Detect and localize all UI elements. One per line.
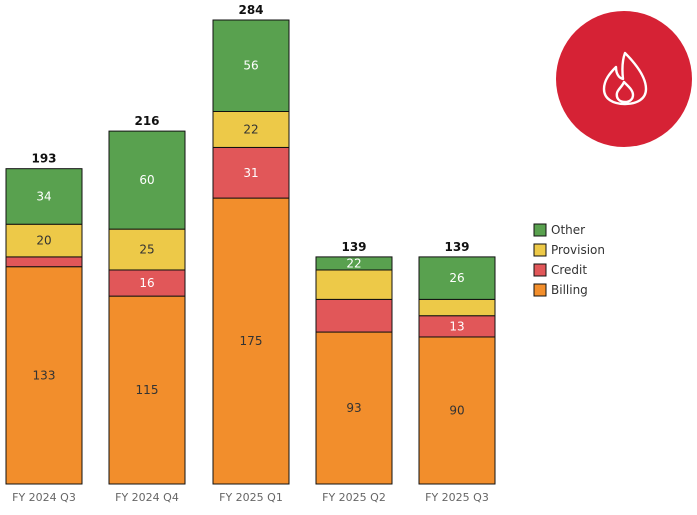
legend-label-provision: Provision: [551, 243, 605, 257]
x-tick-label-fy-2024-q3: FY 2024 Q3: [12, 491, 76, 504]
segment-label-other-fy-2025-q3: 26: [449, 271, 464, 285]
legend-swatch-other: [533, 223, 547, 237]
segment-label-billing-fy-2025-q1: 175: [240, 334, 263, 348]
legend-label-credit: Credit: [551, 263, 587, 277]
bar-segment-credit-fy-2024-q3: [5, 256, 83, 268]
bar-segment-other-fy-2024-q3: [5, 168, 83, 225]
segment-label-credit-fy-2025-q3: 13: [449, 319, 464, 333]
x-tick-label-fy-2025-q2: FY 2025 Q2: [322, 491, 386, 504]
total-label-fy-2025-q1: 284: [238, 3, 263, 17]
segment-label-credit-fy-2024-q4: 16: [139, 276, 154, 290]
segment-label-billing-fy-2024-q3: 133: [33, 368, 56, 382]
total-label-fy-2025-q2: 139: [341, 240, 366, 254]
legend: Other Provision Credit Billing: [533, 223, 605, 297]
x-axis-ticks: FY 2024 Q3 FY 2024 Q4 FY 2025 Q1 FY 2025 Q2…: [12, 491, 489, 504]
bar-segment-credit-fy-2025-q1: [212, 146, 290, 199]
total-label-fy-2024-q4: 216: [134, 114, 159, 128]
segment-label-provision-fy-2024-q3: 20: [36, 234, 51, 248]
bar-segment-provision-fy-2024-q3: [5, 223, 83, 258]
legend-swatch-billing: [533, 283, 547, 297]
bar-segment-other-fy-2025-q1: [212, 19, 290, 112]
segment-label-other-fy-2024-q4: 60: [139, 173, 154, 187]
segment-label-provision-fy-2024-q4: 25: [139, 243, 154, 257]
segment-label-provision-fy-2025-q1: 22: [243, 122, 258, 136]
bar-segment-other-fy-2025-q3: [418, 256, 496, 300]
legend-swatch-provision: [533, 243, 547, 257]
bar-segment-billing-fy-2024-q3: [5, 266, 83, 485]
legend-label-billing: Billing: [551, 283, 588, 297]
bar-segment-billing-fy-2025-q2: [315, 331, 393, 485]
flame-icon: [602, 51, 648, 106]
segment-label-other-fy-2025-q2: 22: [346, 256, 361, 270]
bar-segment-billing-fy-2024-q4: [108, 295, 186, 485]
flame-badge: [556, 11, 692, 147]
bar-segment-other-fy-2025-q2: [315, 256, 393, 271]
segment-label-billing-fy-2025-q2: 93: [346, 401, 361, 415]
bar-segment-credit-fy-2025-q2: [315, 298, 393, 333]
segment-label-other-fy-2025-q1: 56: [243, 59, 258, 73]
bar-segment-provision-fy-2025-q1: [212, 110, 290, 148]
x-tick-label-fy-2025-q3: FY 2025 Q3: [425, 491, 489, 504]
segment-label-other-fy-2024-q3: 34: [36, 189, 51, 203]
bar-segment-credit-fy-2024-q4: [108, 269, 186, 297]
segment-label-credit-fy-2025-q1: 31: [243, 166, 258, 180]
bar-segment-provision-fy-2025-q2: [315, 269, 393, 300]
total-label-fy-2024-q3: 193: [31, 152, 56, 166]
bar-segment-billing-fy-2025-q3: [418, 336, 496, 485]
legend-label-other: Other: [551, 223, 585, 237]
bar-segment-provision-fy-2024-q4: [108, 228, 186, 271]
segment-label-billing-fy-2024-q4: 115: [136, 383, 159, 397]
bar-segment-provision-fy-2025-q3: [418, 298, 496, 317]
bars-group: 133 20 34 193 115 16 25 60 216 175 31 22 56 284 93 22 13…: [5, 3, 496, 485]
segment-label-billing-fy-2025-q3: 90: [449, 403, 464, 417]
bar-segment-other-fy-2024-q4: [108, 130, 186, 230]
x-tick-label-fy-2024-q4: FY 2024 Q4: [115, 491, 179, 504]
legend-swatch-credit: [533, 263, 547, 277]
x-tick-label-fy-2025-q1: FY 2025 Q1: [219, 491, 283, 504]
bar-segment-billing-fy-2025-q1: [212, 197, 290, 485]
total-label-fy-2025-q3: 139: [444, 240, 469, 254]
